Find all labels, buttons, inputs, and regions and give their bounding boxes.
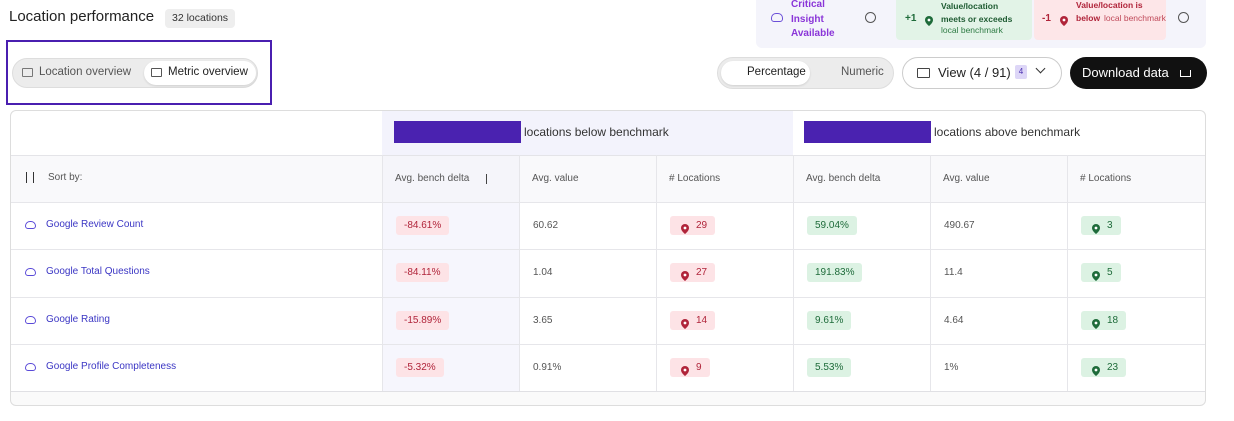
- row-divider: [11, 249, 1205, 250]
- pin-icon: [1092, 268, 1100, 281]
- view-label: View (4 / 91): [938, 65, 1011, 80]
- sort-arrows: [26, 172, 34, 183]
- column-header: # Locations: [1080, 173, 1132, 184]
- location-pill: 3: [1081, 215, 1121, 235]
- redacted: [394, 121, 521, 143]
- metric-link[interactable]: Google Rating: [46, 313, 110, 325]
- delta-pill: 59.04%: [807, 215, 857, 235]
- critical-icon: [771, 13, 783, 22]
- delta-pill: 191.83%: [807, 262, 863, 282]
- avg-value: 1.04: [533, 266, 553, 278]
- delta-pill: -84.61%: [396, 215, 450, 235]
- pin-icon: [1092, 316, 1100, 329]
- pin-icon: [1092, 221, 1100, 234]
- metric-icon: [25, 267, 36, 276]
- column-divider: [519, 155, 520, 391]
- pin-icon: [681, 316, 689, 329]
- delta-pill: 9.61%: [807, 310, 852, 330]
- sort-arrow: [486, 174, 487, 184]
- metric-icon: [25, 315, 36, 324]
- tab-active-bg: [144, 61, 256, 85]
- row-divider: [11, 344, 1205, 345]
- location-pill: 9: [670, 357, 710, 377]
- avg-value: 4.64: [944, 314, 964, 326]
- download-button[interactable]: [1070, 57, 1207, 89]
- metric-link[interactable]: Google Total Questions: [46, 265, 150, 277]
- delta-pill: 5.53%: [807, 357, 852, 377]
- row-divider: [11, 391, 1205, 392]
- download-label: Download data: [1082, 65, 1169, 80]
- location-pill: 18: [1081, 310, 1127, 330]
- count-badge: 32 locations: [165, 9, 236, 28]
- redacted: [804, 121, 931, 143]
- metric-link[interactable]: Google Review Count: [46, 218, 144, 230]
- critical-text: Critical Insight Available: [791, 0, 835, 39]
- group-header: locations above benchmark: [934, 125, 1081, 139]
- location-pill: 14: [670, 310, 716, 330]
- table-icon: [151, 68, 162, 77]
- metric-icon: [25, 220, 36, 229]
- avg-value: 490.67: [944, 219, 975, 231]
- column-divider: [656, 155, 657, 391]
- avg-value: 0.91%: [533, 361, 562, 373]
- column-header: # Locations: [669, 173, 721, 184]
- row-divider: [11, 202, 1205, 203]
- column-divider: [382, 155, 383, 391]
- delta-pill: -15.89%: [396, 310, 450, 330]
- legend-minus-strong: below: [1076, 12, 1101, 23]
- location-pill: 5: [1081, 262, 1121, 282]
- metric-link[interactable]: Google Profile Completeness: [46, 360, 177, 372]
- sort-label: Sort by:: [48, 172, 83, 183]
- pin-icon: [681, 363, 689, 376]
- tab[interactable]: Metric overview: [168, 66, 248, 78]
- toggle-active-bg: [721, 61, 810, 85]
- legend-plus-text: Value/location meets or exceeds: [941, 1, 1013, 24]
- tab[interactable]: Location overview: [39, 66, 132, 78]
- column-divider: [793, 155, 794, 391]
- info-icon: [1178, 12, 1189, 23]
- column-divider: [1067, 155, 1068, 391]
- view-count: 4: [1015, 65, 1027, 79]
- avg-value: 1%: [944, 361, 959, 373]
- pin-icon: [1092, 363, 1100, 376]
- column-header: Avg. bench delta: [806, 173, 881, 184]
- toggle-option[interactable]: Percentage: [747, 66, 806, 78]
- location-pill: 23: [1081, 357, 1127, 377]
- column-header: Avg. value: [943, 173, 990, 184]
- delta-pill: -84.11%: [396, 262, 449, 282]
- table-icon: [22, 68, 33, 77]
- pin-icon: [681, 268, 689, 281]
- pin-icon: [925, 13, 933, 26]
- column-header: Avg. bench delta: [395, 173, 470, 184]
- legend-minus: [1034, 0, 1166, 40]
- download-icon: [1180, 70, 1191, 77]
- group-header: locations below benchmark: [524, 125, 669, 139]
- legend-minus-sign: -1: [1042, 13, 1051, 24]
- avg-value: 60.62: [533, 219, 559, 231]
- toggle-option[interactable]: Numeric: [841, 66, 884, 78]
- legend-plus: [896, 0, 1032, 40]
- header-row-bg: [11, 155, 1205, 202]
- row-divider: [11, 297, 1205, 298]
- columns-icon: [917, 68, 930, 78]
- page-title: Location performance: [9, 8, 155, 25]
- info-icon: [865, 12, 876, 23]
- legend-minus-text: Value/location is: [1076, 0, 1143, 10]
- view-button[interactable]: [902, 57, 1062, 89]
- delta-pill: -5.32%: [396, 357, 444, 377]
- location-pill: 27: [670, 262, 716, 282]
- metric-icon: [25, 362, 36, 371]
- avg-value: 11.4: [944, 266, 963, 278]
- highlight-box: [6, 40, 272, 105]
- pin-icon: [681, 221, 689, 234]
- column-divider: [930, 155, 931, 391]
- column-header: Avg. value: [532, 173, 579, 184]
- legend-minus-sub-a: local benchmark: [1104, 12, 1166, 23]
- pin-icon: [1060, 13, 1068, 26]
- location-pill: 29: [670, 215, 716, 235]
- avg-value: 3.65: [533, 314, 553, 326]
- legend-plus-sub: local benchmark: [941, 25, 1003, 35]
- legend-plus-sign: +1: [905, 13, 917, 24]
